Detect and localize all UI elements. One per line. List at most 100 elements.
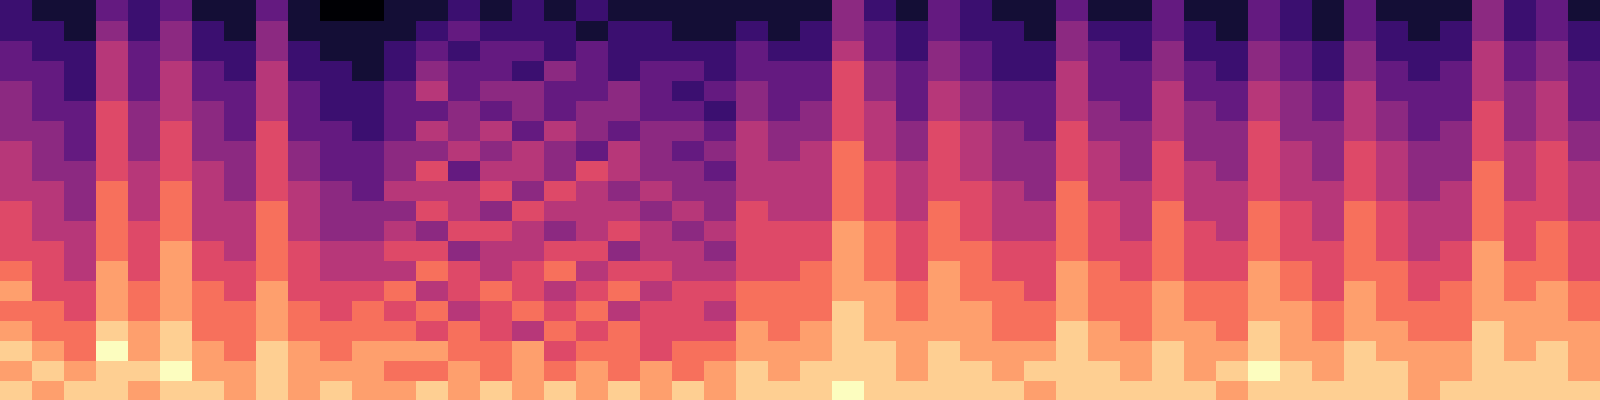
cell	[512, 300, 545, 321]
cell	[1024, 360, 1057, 381]
cell	[1024, 240, 1057, 261]
cell	[960, 320, 993, 341]
cell	[1408, 0, 1441, 21]
cell	[1536, 320, 1569, 341]
cell	[768, 320, 801, 341]
cell	[960, 0, 993, 21]
cell	[1312, 60, 1345, 81]
cell	[928, 280, 961, 301]
cell	[1536, 340, 1569, 361]
cell	[128, 160, 161, 181]
cell	[1216, 340, 1249, 361]
cell	[1376, 60, 1409, 81]
cell	[608, 180, 641, 201]
cell	[256, 160, 289, 181]
cell	[448, 240, 481, 261]
cell	[832, 320, 865, 341]
cell	[1504, 220, 1537, 241]
cell	[1120, 120, 1153, 141]
cell	[864, 140, 897, 161]
cell	[864, 380, 897, 400]
cell	[1184, 180, 1217, 201]
cell	[1152, 20, 1185, 41]
cell	[512, 200, 545, 221]
cell	[896, 260, 929, 281]
cell	[800, 80, 833, 101]
cell	[320, 20, 353, 41]
cell	[1024, 200, 1057, 221]
cell	[1024, 220, 1057, 241]
cell	[384, 380, 417, 400]
cell	[992, 240, 1025, 261]
cell	[800, 180, 833, 201]
cell	[160, 360, 193, 381]
cell	[0, 200, 33, 221]
cell	[1216, 320, 1249, 341]
cell	[576, 80, 609, 101]
cell	[128, 360, 161, 381]
cell	[416, 140, 449, 161]
cell	[928, 140, 961, 161]
cell	[512, 380, 545, 400]
cell	[1344, 380, 1377, 400]
cell	[32, 120, 65, 141]
cell	[1120, 300, 1153, 321]
cell	[1088, 240, 1121, 261]
cell	[480, 40, 513, 61]
cell	[160, 120, 193, 141]
cell	[768, 340, 801, 361]
cell	[480, 360, 513, 381]
cell	[192, 280, 225, 301]
cell	[1408, 180, 1441, 201]
cell	[544, 240, 577, 261]
cell	[544, 0, 577, 21]
cell	[1152, 200, 1185, 221]
cell	[1504, 320, 1537, 341]
cell	[1376, 20, 1409, 41]
cell	[0, 340, 33, 361]
cell	[1216, 180, 1249, 201]
cell	[320, 60, 353, 81]
cell	[576, 320, 609, 341]
cell	[416, 380, 449, 400]
cell	[1376, 180, 1409, 201]
cell	[832, 300, 865, 321]
cell	[1472, 100, 1505, 121]
cell	[480, 320, 513, 341]
cell	[1184, 80, 1217, 101]
cell	[1568, 320, 1600, 341]
cell	[1472, 120, 1505, 141]
cell	[704, 180, 737, 201]
cell	[800, 160, 833, 181]
cell	[608, 280, 641, 301]
cell	[832, 60, 865, 81]
cell	[1376, 360, 1409, 381]
cell	[1088, 220, 1121, 241]
cell	[256, 180, 289, 201]
cell	[960, 160, 993, 181]
cell	[1248, 140, 1281, 161]
cell	[704, 240, 737, 261]
cell	[704, 220, 737, 241]
cell	[1312, 40, 1345, 61]
cell	[224, 140, 257, 161]
cell	[672, 60, 705, 81]
cell	[160, 280, 193, 301]
cell	[1280, 280, 1313, 301]
cell	[736, 120, 769, 141]
cell	[864, 0, 897, 21]
cell	[992, 80, 1025, 101]
cell	[960, 60, 993, 81]
cell	[608, 240, 641, 261]
cell	[512, 240, 545, 261]
cell	[1440, 160, 1473, 181]
cell	[640, 280, 673, 301]
cell	[1344, 120, 1377, 141]
cell	[160, 240, 193, 261]
cell	[1536, 260, 1569, 281]
cell	[1280, 40, 1313, 61]
cell	[224, 180, 257, 201]
cell	[1024, 260, 1057, 281]
cell	[1216, 120, 1249, 141]
cell	[1152, 360, 1185, 381]
